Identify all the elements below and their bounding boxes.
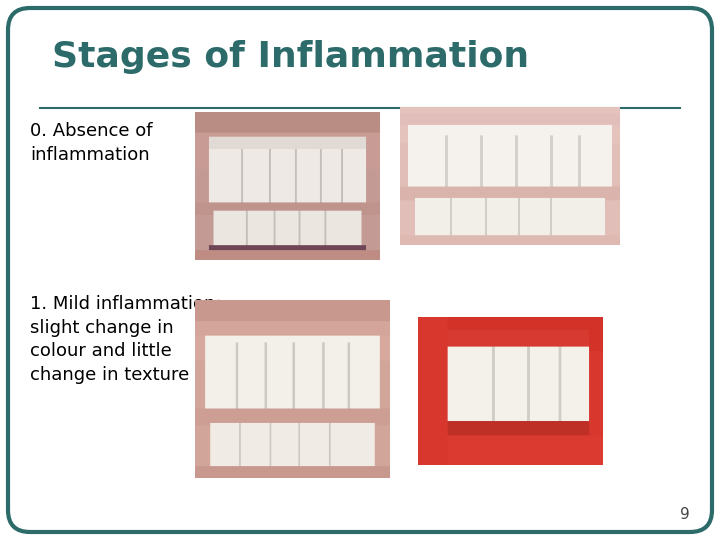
- Text: 1. Mild inflammation;
slight change in
colour and little
change in texture: 1. Mild inflammation; slight change in c…: [30, 295, 222, 384]
- Text: 0. Absence of
inflammation: 0. Absence of inflammation: [30, 122, 153, 164]
- FancyBboxPatch shape: [8, 8, 712, 532]
- Text: Stages of Inflammation: Stages of Inflammation: [52, 40, 529, 74]
- Text: 9: 9: [680, 507, 690, 522]
